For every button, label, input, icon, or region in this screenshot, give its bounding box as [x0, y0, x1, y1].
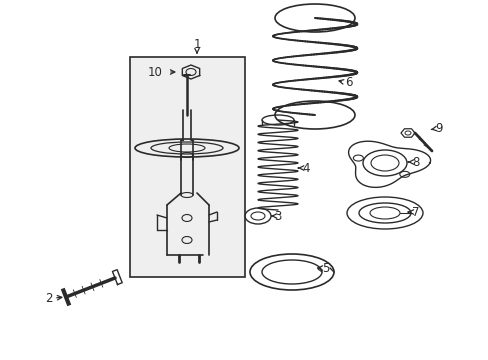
- Text: 10: 10: [148, 66, 163, 78]
- Text: 1: 1: [193, 37, 201, 50]
- Text: 6: 6: [345, 76, 352, 89]
- Text: 5: 5: [321, 261, 329, 274]
- Text: 3: 3: [273, 210, 281, 222]
- Text: 9: 9: [434, 122, 442, 135]
- Bar: [130, 57, 244, 277]
- Text: 7: 7: [411, 206, 419, 219]
- Text: 8: 8: [411, 156, 419, 168]
- Text: 2: 2: [45, 292, 52, 305]
- Text: 4: 4: [302, 162, 309, 175]
